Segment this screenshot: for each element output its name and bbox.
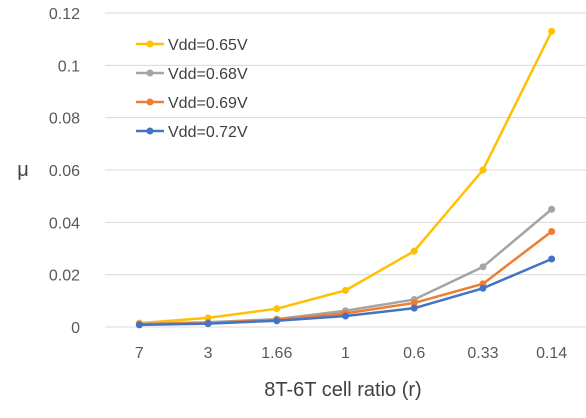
legend-label: Vdd=0.69V <box>168 95 248 112</box>
x-tick-label: 7 <box>135 345 144 362</box>
series-line <box>139 208 553 326</box>
data-point <box>342 312 349 320</box>
x-tick-label: 1 <box>341 345 350 362</box>
x-tick-label: 0.6 <box>403 345 425 362</box>
data-point <box>204 320 212 328</box>
data-point <box>479 166 487 174</box>
y-tick-label: 0.04 <box>49 215 80 232</box>
y-axis-title: μ <box>17 159 29 181</box>
x-tick-label: 0.33 <box>467 345 498 362</box>
legend-label: Vdd=0.68V <box>168 66 248 83</box>
data-point <box>410 299 418 307</box>
legend-item: Vdd=0.72V <box>136 124 248 141</box>
x-tick-label: 3 <box>204 345 213 362</box>
x-tick-label: 1.66 <box>261 345 292 362</box>
data-point <box>410 247 418 255</box>
data-point <box>479 263 487 271</box>
legend-label: Vdd=0.65V <box>168 37 248 54</box>
data-point <box>548 27 556 35</box>
data-point <box>273 317 281 325</box>
y-tick-label: 0.06 <box>49 163 80 180</box>
y-tick-label: 0.1 <box>58 58 80 75</box>
data-point <box>273 305 281 313</box>
legend-item: Vdd=0.68V <box>136 66 248 83</box>
series-lines <box>135 27 556 329</box>
legend-swatch-marker <box>146 40 154 48</box>
legend: Vdd=0.65V Vdd=0.68V Vdd=0.69V Vdd=0.72V <box>136 37 248 141</box>
legend-item: Vdd=0.69V <box>136 95 248 112</box>
y-axis-ticks: 0 0.02 0.04 0.06 0.08 0.1 0.12 <box>49 6 80 337</box>
series-vdd-0-68v <box>135 205 556 328</box>
data-point <box>548 227 556 235</box>
legend-swatch-marker <box>146 69 154 77</box>
data-point <box>342 286 349 294</box>
legend-swatch-marker <box>146 127 154 135</box>
data-point <box>135 321 143 329</box>
legend-item: Vdd=0.65V <box>136 37 248 54</box>
x-axis-title: 8T-6T cell ratio (r) <box>264 379 421 401</box>
gridlines <box>105 12 586 328</box>
y-tick-label: 0.08 <box>49 111 80 128</box>
x-tick-label: 0.14 <box>536 345 567 362</box>
data-point <box>479 284 487 292</box>
x-axis-ticks: 7 3 1.66 1 0.6 0.33 0.14 <box>135 345 567 362</box>
data-point <box>548 205 556 213</box>
data-point <box>410 304 418 312</box>
y-tick-label: 0.12 <box>49 6 80 23</box>
data-point <box>548 255 556 263</box>
y-tick-label: 0 <box>71 320 80 337</box>
legend-swatch-marker <box>146 98 154 106</box>
y-tick-label: 0.02 <box>49 268 80 285</box>
legend-label: Vdd=0.72V <box>168 124 248 141</box>
series-vdd-0-72v <box>135 255 556 329</box>
